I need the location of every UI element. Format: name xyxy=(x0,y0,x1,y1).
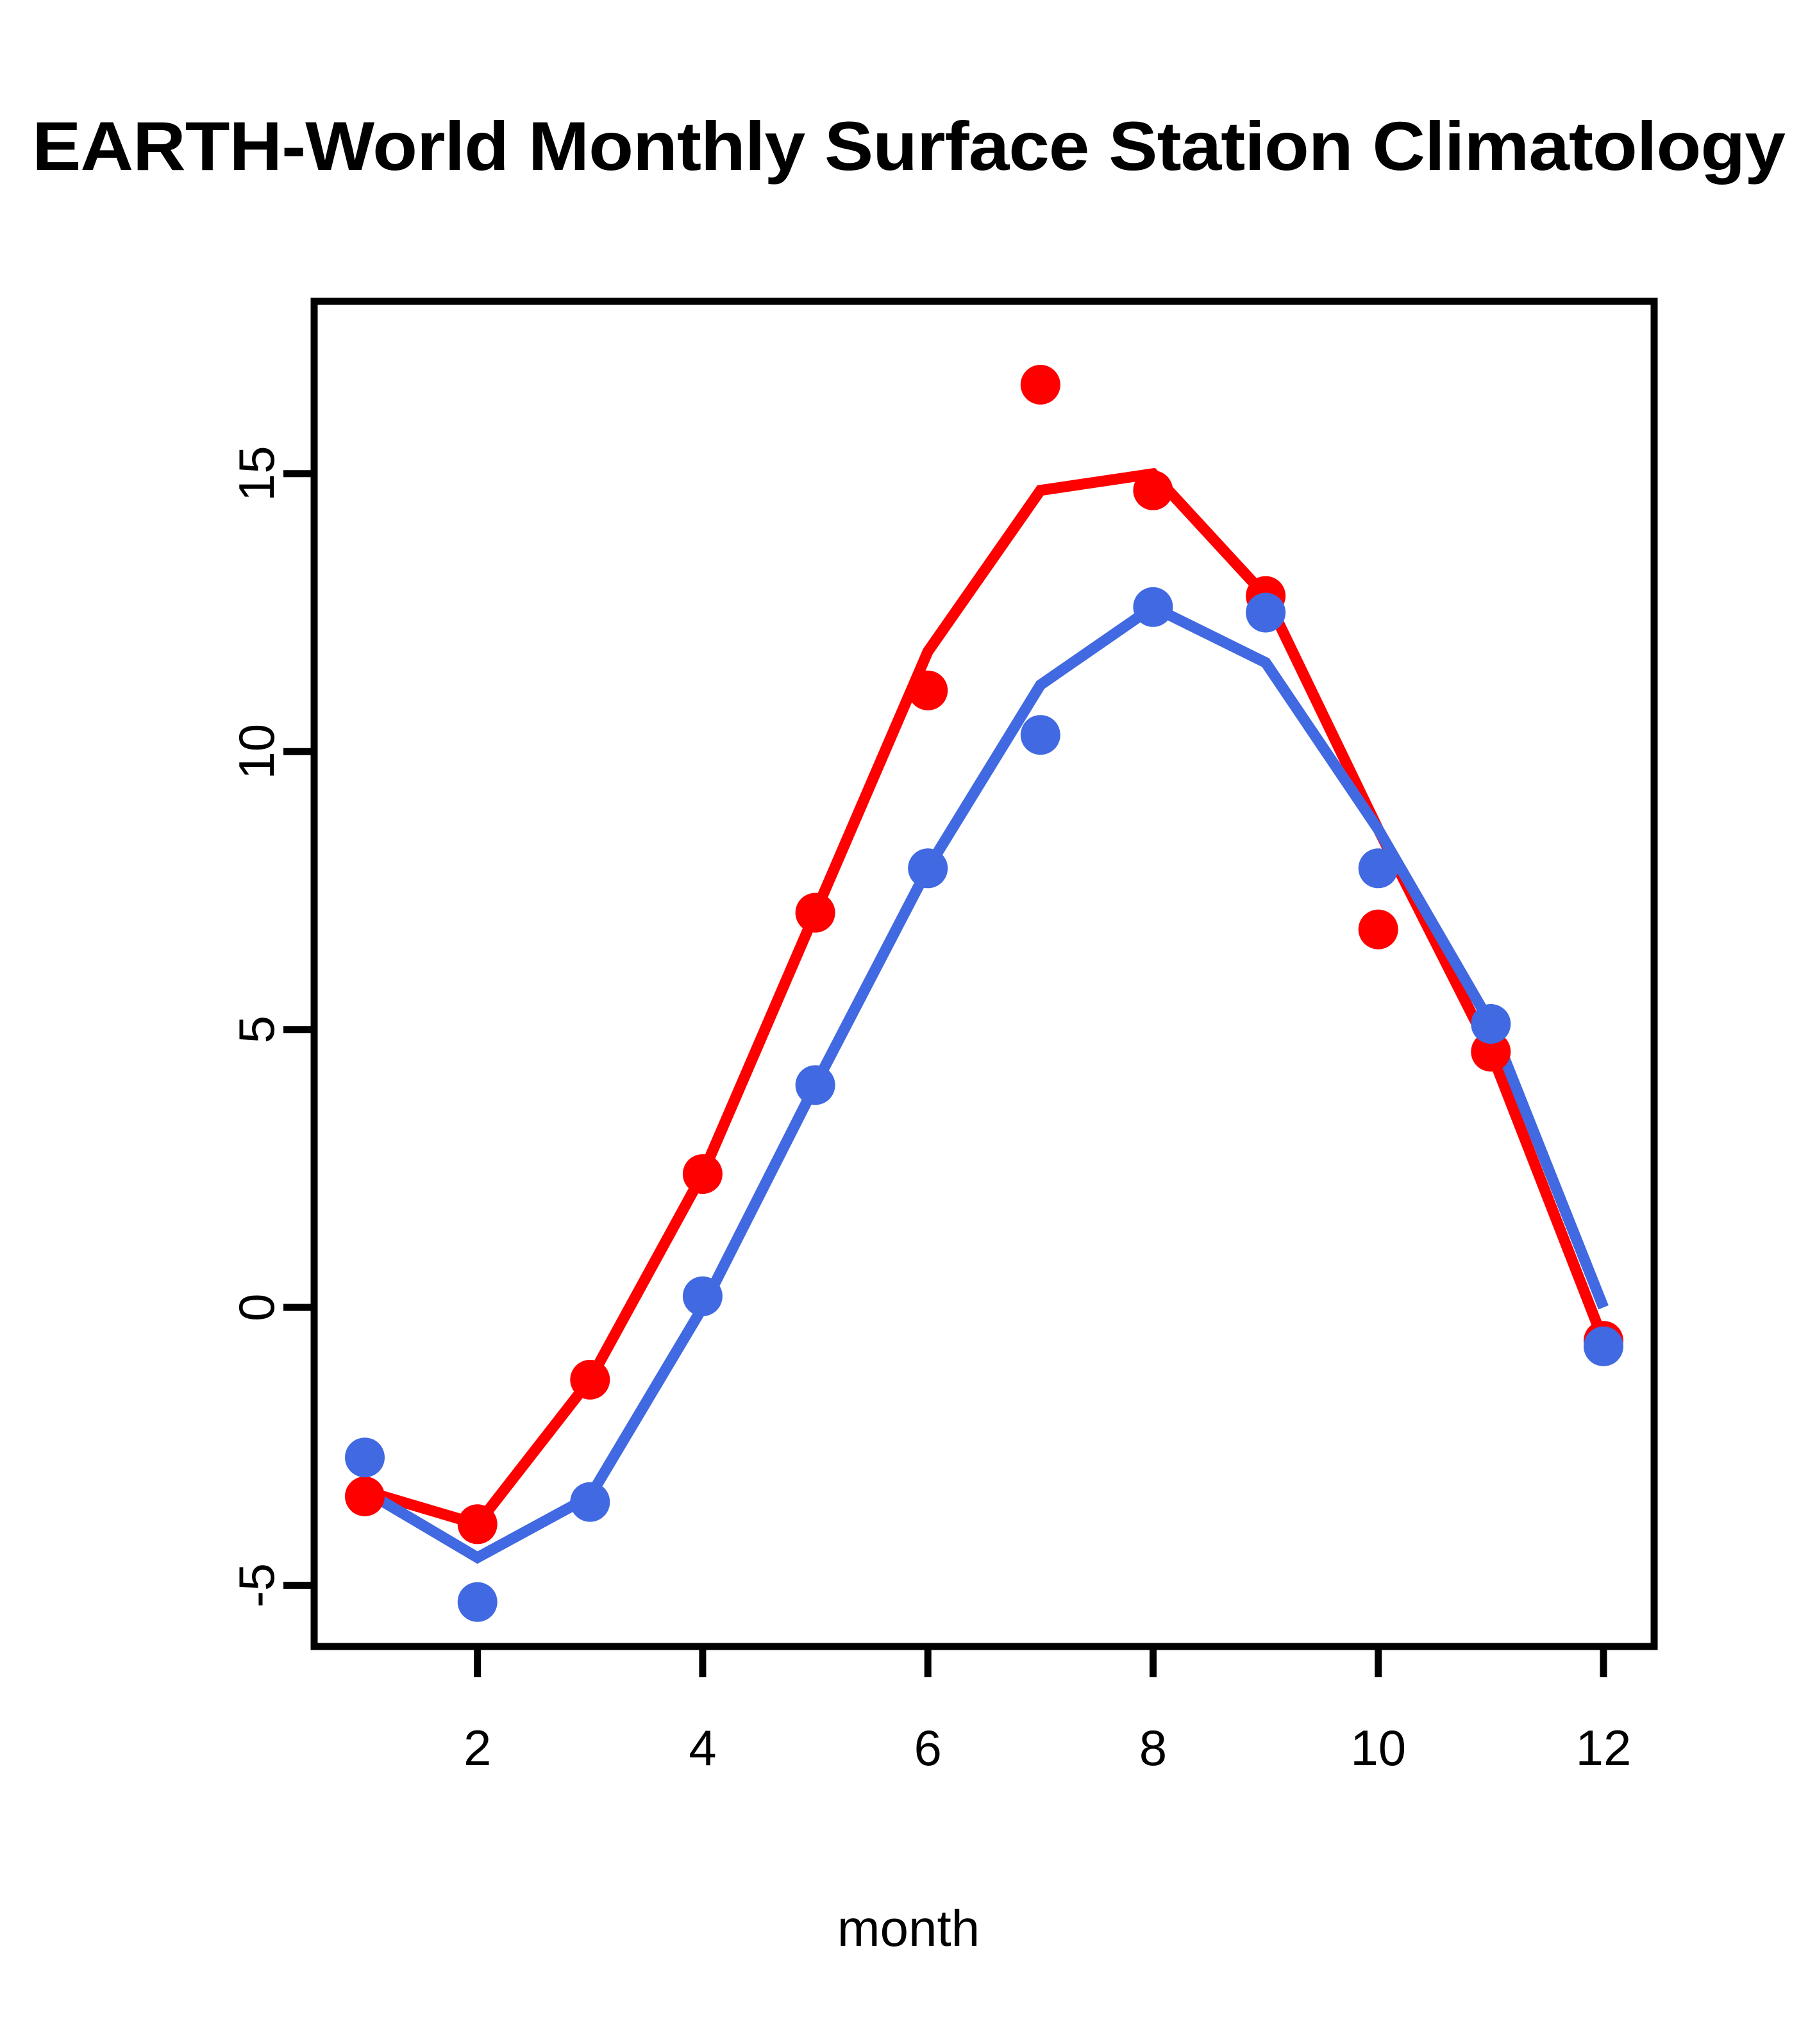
data-point xyxy=(682,1276,723,1316)
x-tick-label: 2 xyxy=(464,1720,491,1776)
y-axis-tick-labels: -5 0 5 10 15 xyxy=(228,446,285,1607)
plot-border xyxy=(310,297,1658,1650)
data-point xyxy=(345,1476,385,1516)
data-point xyxy=(457,1582,498,1622)
x-tick-label: 4 xyxy=(689,1720,716,1776)
data-point xyxy=(1020,715,1060,755)
red-station-points xyxy=(345,365,1623,1545)
data-point xyxy=(1358,848,1398,889)
x-axis-ticks xyxy=(474,1646,1607,1677)
data-point xyxy=(795,892,835,933)
y-tick-label: -5 xyxy=(228,1563,285,1607)
data-series-layer xyxy=(345,365,1623,1622)
blue-station-points xyxy=(345,587,1623,1622)
data-point xyxy=(1246,592,1286,633)
x-tick-label: 10 xyxy=(1350,1720,1406,1776)
data-point xyxy=(1133,470,1173,510)
data-point xyxy=(908,848,948,889)
blue-climatology-line xyxy=(362,600,1609,1564)
data-point xyxy=(1471,1032,1511,1072)
x-axis-label: month xyxy=(837,1900,980,1957)
red-climatology-line xyxy=(363,467,1609,1531)
data-point xyxy=(345,1437,385,1478)
y-tick-label: 15 xyxy=(228,446,285,501)
y-tick-label: 10 xyxy=(228,724,285,780)
data-point xyxy=(457,1504,498,1545)
data-point xyxy=(1133,587,1173,627)
x-tick-label: 12 xyxy=(1576,1720,1632,1776)
data-point xyxy=(1471,1004,1511,1044)
data-point xyxy=(1584,1326,1623,1366)
page-title: EARTH-World Monthly Surface Station Clim… xyxy=(32,107,1786,185)
x-tick-label: 8 xyxy=(1139,1720,1167,1776)
y-tick-label: 5 xyxy=(228,1016,285,1043)
data-point xyxy=(795,1065,835,1105)
data-point xyxy=(908,670,948,710)
data-point xyxy=(570,1359,610,1400)
y-tick-label: 0 xyxy=(228,1293,285,1321)
data-point xyxy=(1358,909,1398,950)
data-point xyxy=(1020,365,1060,405)
data-point xyxy=(570,1482,610,1522)
x-tick-label: 6 xyxy=(914,1720,941,1776)
data-point xyxy=(682,1154,723,1194)
x-axis-tick-labels: 2 4 6 8 10 12 xyxy=(464,1720,1631,1776)
y-axis-ticks xyxy=(283,470,314,1589)
